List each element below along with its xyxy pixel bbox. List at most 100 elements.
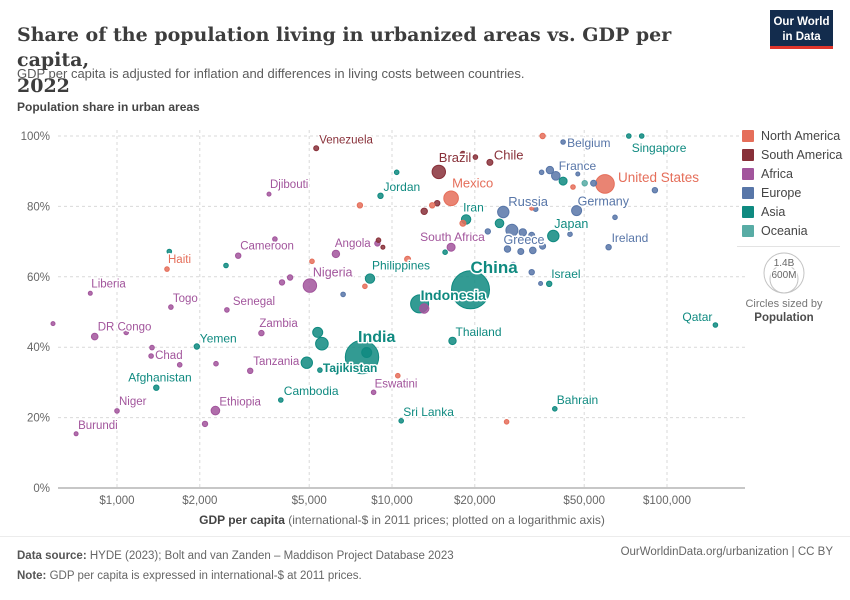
- data-point-jordan[interactable]: [377, 192, 384, 200]
- data-point[interactable]: [213, 360, 219, 367]
- data-point[interactable]: [300, 356, 313, 369]
- data-point-china[interactable]: [451, 270, 490, 310]
- data-point-eswatini[interactable]: [370, 389, 377, 396]
- data-point[interactable]: [529, 246, 537, 255]
- data-point-belgium[interactable]: [560, 139, 566, 145]
- data-point[interactable]: [312, 326, 324, 338]
- data-point[interactable]: [581, 180, 588, 187]
- data-point[interactable]: [528, 231, 536, 239]
- data-point[interactable]: [539, 132, 546, 140]
- data-point[interactable]: [176, 362, 183, 368]
- data-point[interactable]: [590, 179, 598, 187]
- legend-item-north-america[interactable]: North America: [742, 129, 842, 143]
- data-point-angola[interactable]: [331, 249, 341, 259]
- data-point-germany[interactable]: [571, 205, 583, 217]
- data-point[interactable]: [286, 274, 294, 281]
- data-point[interactable]: [505, 223, 519, 237]
- data-point[interactable]: [484, 228, 491, 235]
- data-point-djibouti[interactable]: [266, 191, 272, 197]
- data-point[interactable]: [361, 347, 373, 358]
- data-point[interactable]: [201, 420, 209, 428]
- data-point-bahrain[interactable]: [552, 406, 558, 412]
- data-point-niger[interactable]: [114, 408, 120, 414]
- data-point[interactable]: [612, 214, 618, 221]
- data-point-ireland[interactable]: [605, 244, 612, 251]
- data-point[interactable]: [570, 184, 576, 190]
- data-point[interactable]: [404, 255, 412, 263]
- footer-link[interactable]: OurWorldinData.org/urbanization | CC BY: [620, 546, 833, 558]
- data-point-cameroon[interactable]: [235, 252, 242, 259]
- data-point-togo[interactable]: [168, 304, 174, 310]
- data-point-haiti[interactable]: [164, 266, 170, 272]
- data-point-singapore[interactable]: [638, 133, 645, 139]
- data-point[interactable]: [278, 279, 286, 286]
- data-point[interactable]: [123, 329, 129, 336]
- data-point[interactable]: [50, 321, 56, 327]
- data-point[interactable]: [442, 249, 448, 255]
- data-point-afghanistan[interactable]: [153, 384, 160, 391]
- data-point-nigeria[interactable]: [302, 278, 318, 293]
- data-point-ethiopia[interactable]: [210, 405, 221, 416]
- data-point[interactable]: [375, 237, 382, 243]
- data-point[interactable]: [149, 344, 155, 351]
- data-point-chad[interactable]: [148, 353, 154, 359]
- data-point-liberia[interactable]: [87, 290, 93, 296]
- data-point-qatar[interactable]: [712, 322, 719, 328]
- data-point-japan[interactable]: [547, 229, 560, 243]
- data-point-south-africa[interactable]: [446, 242, 456, 252]
- data-point[interactable]: [558, 176, 568, 186]
- legend-item-asia[interactable]: Asia: [742, 205, 842, 219]
- data-point[interactable]: [340, 291, 346, 298]
- data-point-chile[interactable]: [486, 158, 494, 166]
- data-point-thailand[interactable]: [448, 336, 457, 346]
- legend-item-south-america[interactable]: South America: [742, 148, 842, 162]
- legend-item-africa[interactable]: Africa: [742, 167, 842, 181]
- data-point-mexico[interactable]: [443, 190, 459, 207]
- data-point[interactable]: [503, 419, 510, 425]
- data-point[interactable]: [545, 165, 555, 175]
- data-point[interactable]: [529, 205, 535, 211]
- data-point[interactable]: [494, 218, 505, 229]
- data-point[interactable]: [393, 169, 400, 176]
- data-point[interactable]: [575, 171, 581, 177]
- data-point-senegal[interactable]: [224, 307, 230, 313]
- data-point[interactable]: [429, 202, 436, 209]
- data-point[interactable]: [419, 303, 430, 314]
- data-point[interactable]: [315, 336, 329, 351]
- data-point[interactable]: [356, 202, 364, 209]
- data-point[interactable]: [420, 207, 428, 216]
- data-point-yemen[interactable]: [193, 343, 201, 350]
- data-point-dr-congo[interactable]: [90, 332, 99, 341]
- data-point[interactable]: [528, 269, 535, 276]
- data-point[interactable]: [517, 248, 525, 255]
- data-point[interactable]: [626, 133, 632, 139]
- data-point-burundi[interactable]: [73, 431, 79, 437]
- data-point-greece[interactable]: [503, 245, 512, 253]
- data-point[interactable]: [518, 228, 527, 237]
- data-point-sri-lanka[interactable]: [398, 418, 405, 424]
- data-point[interactable]: [459, 219, 467, 227]
- data-point-russia[interactable]: [497, 205, 510, 219]
- data-point[interactable]: [472, 154, 479, 160]
- data-point[interactable]: [539, 242, 547, 250]
- data-point-venezuela[interactable]: [313, 145, 320, 152]
- data-point-philippines[interactable]: [364, 273, 376, 284]
- data-point[interactable]: [272, 236, 278, 242]
- owid-logo[interactable]: Our World in Data: [770, 10, 833, 49]
- data-point[interactable]: [380, 244, 386, 250]
- data-point-brazil[interactable]: [431, 164, 446, 180]
- data-point-zambia[interactable]: [258, 329, 265, 337]
- data-point-tanzania[interactable]: [247, 367, 254, 374]
- data-point-cambodia[interactable]: [278, 397, 284, 403]
- legend-item-europe[interactable]: Europe: [742, 186, 842, 200]
- data-point-tajikistan[interactable]: [317, 367, 323, 373]
- data-point[interactable]: [567, 231, 573, 237]
- data-point[interactable]: [510, 261, 517, 268]
- data-point[interactable]: [538, 281, 544, 286]
- data-point-israel[interactable]: [546, 280, 553, 287]
- legend-item-oceania[interactable]: Oceania: [742, 224, 842, 238]
- data-point[interactable]: [651, 187, 659, 194]
- data-point[interactable]: [166, 248, 173, 255]
- data-point[interactable]: [459, 150, 467, 158]
- data-point[interactable]: [362, 283, 368, 290]
